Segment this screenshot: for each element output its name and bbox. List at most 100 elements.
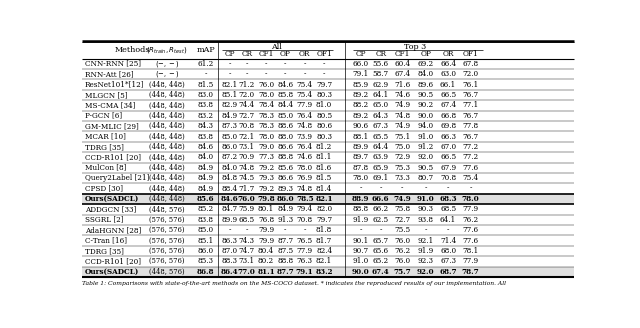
Text: 90.5: 90.5 — [417, 91, 434, 99]
Text: 86.6: 86.6 — [277, 174, 293, 182]
Text: 84.9: 84.9 — [198, 174, 214, 182]
Text: 74.8: 74.8 — [297, 122, 313, 130]
Text: 76.4: 76.4 — [297, 112, 313, 120]
Text: 84.0: 84.0 — [221, 164, 237, 172]
Text: 72.0: 72.0 — [239, 91, 255, 99]
Text: 78.7: 78.7 — [461, 268, 479, 276]
Text: 75.5: 75.5 — [394, 226, 410, 234]
Text: 77.6: 77.6 — [463, 236, 479, 244]
Text: 74.6: 74.6 — [394, 91, 410, 99]
Text: 68.5: 68.5 — [440, 205, 456, 213]
Text: 90.0: 90.0 — [417, 112, 434, 120]
Text: CCD-R101 [20]: CCD-R101 [20] — [84, 154, 141, 161]
Text: P-GCN [6]: P-GCN [6] — [84, 112, 122, 120]
Text: 74.6: 74.6 — [297, 154, 313, 161]
Text: GM-MLIC [29]: GM-MLIC [29] — [84, 122, 138, 130]
Text: 84.3: 84.3 — [198, 122, 214, 130]
Text: 65.5: 65.5 — [372, 133, 388, 141]
Text: (448, 448): (448, 448) — [149, 133, 185, 141]
Text: (448, 448): (448, 448) — [149, 91, 185, 99]
Text: 81.0: 81.0 — [316, 101, 332, 109]
Bar — [83, 267, 573, 277]
Text: 77.9: 77.9 — [297, 101, 313, 109]
Text: 90.7: 90.7 — [353, 247, 369, 255]
Text: 94.0: 94.0 — [417, 122, 434, 130]
Text: 66.0: 66.0 — [353, 60, 369, 68]
Text: 67.4: 67.4 — [372, 268, 390, 276]
Text: TDRG [35]: TDRG [35] — [84, 247, 124, 255]
Text: -: - — [303, 70, 306, 78]
Text: 66.5: 66.5 — [440, 91, 456, 99]
Text: 87.0: 87.0 — [221, 247, 237, 255]
Text: AdaHGNN [28]: AdaHGNN [28] — [84, 226, 141, 234]
Text: 64.1: 64.1 — [440, 216, 456, 224]
Text: 77.1: 77.1 — [463, 101, 479, 109]
Text: 74.9: 74.9 — [394, 195, 412, 203]
Text: 87.7: 87.7 — [277, 236, 293, 244]
Text: 83.0: 83.0 — [198, 91, 214, 99]
Text: -: - — [359, 226, 362, 234]
Text: MCAR [10]: MCAR [10] — [84, 133, 125, 141]
Text: 67.4: 67.4 — [440, 101, 456, 109]
Text: 82.4: 82.4 — [316, 247, 332, 255]
Text: (448, 448): (448, 448) — [149, 164, 185, 172]
Text: 71.4: 71.4 — [440, 236, 456, 244]
Text: 91.9: 91.9 — [353, 216, 369, 224]
Text: 81.6: 81.6 — [316, 164, 332, 172]
Text: -: - — [204, 70, 207, 78]
Text: 90.3: 90.3 — [418, 205, 434, 213]
Text: 73.3: 73.3 — [394, 174, 410, 182]
Text: 72.9: 72.9 — [394, 154, 410, 161]
Text: 78.0: 78.0 — [461, 195, 479, 203]
Text: 74.8: 74.8 — [394, 112, 410, 120]
Text: -: - — [245, 70, 248, 78]
Text: 88.9: 88.9 — [352, 195, 369, 203]
Text: 89.2: 89.2 — [353, 112, 369, 120]
Text: 85.1: 85.1 — [221, 91, 237, 99]
Text: 86.0: 86.0 — [276, 195, 294, 203]
Text: 85.6: 85.6 — [197, 195, 214, 203]
Text: 85.0: 85.0 — [198, 226, 214, 234]
Text: 82.0: 82.0 — [316, 205, 332, 213]
Text: 80.2: 80.2 — [258, 257, 274, 265]
Text: 84.9: 84.9 — [221, 112, 237, 120]
Text: -: - — [424, 226, 427, 234]
Text: 77.2: 77.2 — [463, 154, 479, 161]
Text: 78.0: 78.0 — [353, 174, 369, 182]
Text: 86.0: 86.0 — [221, 143, 237, 151]
Text: 86.6: 86.6 — [277, 143, 293, 151]
Text: 70.8: 70.8 — [297, 216, 313, 224]
Text: 68.0: 68.0 — [440, 247, 456, 255]
Text: 75.7: 75.7 — [394, 268, 412, 276]
Text: 74.8: 74.8 — [297, 185, 313, 193]
Text: Top 3: Top 3 — [404, 43, 427, 51]
Text: 88.8: 88.8 — [277, 257, 293, 265]
Text: 85.3: 85.3 — [198, 257, 214, 265]
Text: 79.1: 79.1 — [353, 70, 369, 78]
Text: 89.2: 89.2 — [353, 91, 369, 99]
Text: 75.4: 75.4 — [297, 81, 313, 89]
Text: 64.4: 64.4 — [372, 143, 388, 151]
Text: 75.3: 75.3 — [394, 164, 410, 172]
Text: 83.2: 83.2 — [316, 268, 333, 276]
Text: 84.6: 84.6 — [221, 195, 238, 203]
Text: 77.6: 77.6 — [463, 226, 479, 234]
Text: 89.6: 89.6 — [417, 81, 434, 89]
Text: $(-,-)$: $(-,-)$ — [155, 59, 179, 69]
Text: 65.6: 65.6 — [372, 247, 388, 255]
Text: 80.3: 80.3 — [316, 133, 332, 141]
Text: RNN-Att [26]: RNN-Att [26] — [84, 70, 133, 78]
Text: 88.4: 88.4 — [221, 185, 237, 193]
Text: 76.8: 76.8 — [258, 216, 274, 224]
Text: 68.5: 68.5 — [239, 216, 255, 224]
Text: 81.4: 81.4 — [316, 185, 332, 193]
Text: 86.0: 86.0 — [198, 247, 214, 255]
Text: 76.0: 76.0 — [258, 81, 274, 89]
Text: -: - — [303, 226, 306, 234]
Text: 88.3: 88.3 — [221, 257, 237, 265]
Text: 66.3: 66.3 — [440, 133, 456, 141]
Text: ADDGCN [33]: ADDGCN [33] — [84, 205, 136, 213]
Text: 87.2: 87.2 — [221, 154, 237, 161]
Text: 77.0: 77.0 — [237, 268, 255, 276]
Text: 88.0: 88.0 — [277, 133, 293, 141]
